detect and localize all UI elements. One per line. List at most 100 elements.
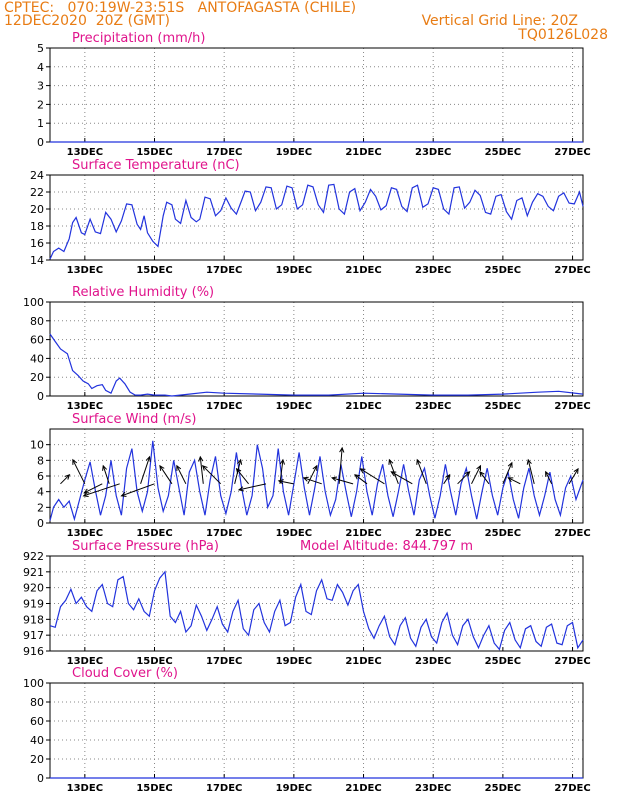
- panel-2-title: Surface Temperature (nC): [72, 158, 240, 173]
- panel-5-xtick-label-4: 21DEC: [345, 656, 381, 667]
- panel-3-series-line: [49, 333, 584, 397]
- panel-4-wind-vector-head-3: [102, 464, 108, 471]
- panel-4-wind-vector-20: [354, 474, 368, 485]
- panel-3-xtick-label-7: 27DEC: [554, 401, 590, 412]
- panel-3-title: Relative Humidity (%): [72, 285, 214, 300]
- panel-4-wind-vector-2: [84, 483, 103, 494]
- panel-3-xtick-label-5: 23DEC: [415, 401, 451, 412]
- panel-4-wind-vector-head-2: [83, 488, 90, 494]
- panel-2-xtick-label-1: 15DEC: [136, 265, 172, 276]
- panel-4-ytick-label-1: 2: [37, 501, 44, 514]
- panel-3-ytick-label-2: 40: [30, 352, 44, 365]
- panel-4-wind-vector-17: [303, 477, 322, 485]
- panel-3-xtick-label-3: 19DEC: [276, 401, 312, 412]
- panel-4-wind-vector-head-1: [72, 458, 78, 465]
- panel-6-xtick-label-0: 13DEC: [67, 783, 103, 794]
- panel-5-xtick-label-2: 17DEC: [206, 656, 242, 667]
- panel-4-wind-vector-head-27: [476, 464, 482, 471]
- panel-4-wind-vector-14: [279, 459, 284, 484]
- panel-5-xtick-label-7: 27DEC: [554, 656, 590, 667]
- panel-4-xtick-label-2: 17DEC: [206, 528, 242, 539]
- panel-2-ytick-label-5: 24: [30, 169, 44, 182]
- panel-4-ytick-label-0: 0: [37, 517, 44, 530]
- panel-2-xtick-label-7: 27DEC: [554, 265, 590, 276]
- panel-3-xtick-label-6: 25DEC: [485, 401, 521, 412]
- panel-5-annotation: Model Altitude: 844.797 m: [300, 539, 473, 554]
- panel-4-title: Surface Wind (m/s): [72, 412, 196, 427]
- panel-4-wind-vector-9: [199, 456, 204, 484]
- panel-4-wind-vector-head-14: [279, 458, 285, 465]
- panel-5-ytick-label-5: 921: [23, 566, 44, 579]
- panel-4-xtick-label-7: 27DEC: [554, 528, 590, 539]
- panel-4-wind-vector-31: [527, 459, 535, 484]
- panel-1-xtick-label-3: 19DEC: [276, 147, 312, 158]
- panel-5-ytick-label-2: 918: [23, 613, 44, 626]
- panel-4-wind-vector-head-33: [573, 467, 579, 474]
- panel-5-frame: [49, 555, 584, 652]
- panel-5-ytick-label-4: 920: [23, 582, 44, 595]
- panel-4-wind-vector-head-30: [507, 477, 514, 483]
- panel-4-wind-vector-7: [159, 465, 173, 485]
- panel-5-ytick-label-1: 917: [23, 629, 44, 642]
- panel-4-ytick-label-4: 8: [37, 454, 44, 467]
- panel-3-xtick-label-2: 17DEC: [206, 401, 242, 412]
- panel-6-ytick-label-1: 20: [30, 753, 44, 766]
- panel-3-ytick-label-0: 0: [37, 390, 44, 403]
- panel-4-wind-vector-19: [331, 477, 354, 485]
- panel-3-ytick-label-4: 80: [30, 315, 44, 328]
- panel-4-wind-vector-10: [202, 465, 222, 485]
- panel-4-wind-vector-head-7: [159, 464, 165, 471]
- panel-1-xtick-label-0: 13DEC: [67, 147, 103, 158]
- panel-1-xtick-label-7: 27DEC: [554, 147, 590, 158]
- panel-4-ytick-label-5: 10: [30, 439, 44, 452]
- panel-4-wind-vector-33: [568, 468, 579, 485]
- panel-4-wind-vector-head-17: [302, 476, 309, 482]
- panel-4-wind-vector-24: [416, 459, 427, 485]
- panel-4-xtick-label-5: 23DEC: [415, 528, 451, 539]
- header-date: 12DEC2020 20Z (GMT): [4, 13, 171, 29]
- panel-4-xtick-label-6: 25DEC: [485, 528, 521, 539]
- panel-5-series-line: [49, 570, 584, 651]
- panel-4-wind-vector-30: [508, 477, 521, 485]
- panel-6-ytick-label-5: 100: [23, 677, 44, 690]
- header-grid-line: Vertical Grid Line: 20Z: [421, 13, 578, 29]
- panel-4-wind-vector-head-6: [120, 491, 127, 497]
- panel-4-wind-vector-head-18: [339, 446, 345, 453]
- panel-6-xtick-label-3: 19DEC: [276, 783, 312, 794]
- panel-2-ytick-label-3: 20: [30, 203, 44, 216]
- panel-4-wind-vector-head-20: [354, 474, 361, 480]
- panel-6-xtick-label-7: 27DEC: [554, 783, 590, 794]
- panel-3-xtick-label-0: 13DEC: [67, 401, 103, 412]
- panel-4-xtick-label-0: 13DEC: [67, 528, 103, 539]
- panel-4-wind-vector-head-26: [464, 471, 471, 477]
- panel-4-wind-vector-head-12: [235, 467, 242, 474]
- header-station: CPTEC: 070:19W-23:51S ANTOFAGASTA (CHILE…: [4, 0, 357, 16]
- panel-4-wind-vector-head-23: [390, 471, 397, 477]
- panel-5-xtick-label-0: 13DEC: [67, 656, 103, 667]
- panel-2-xtick-label-3: 19DEC: [276, 265, 312, 276]
- panel-4-wind-vector-3: [102, 465, 110, 484]
- panel-6-ytick-label-0: 0: [37, 772, 44, 785]
- panel-4-wind-vector-1: [72, 459, 86, 485]
- panel-1-frame: [49, 47, 584, 143]
- panel-4-wind-vector-head-19: [330, 476, 338, 482]
- panel-4-wind-vector-6: [121, 483, 155, 497]
- panel-3-ytick-label-1: 20: [30, 371, 44, 384]
- panel-4-wind-vector-21: [360, 468, 385, 485]
- panel-4-wind-vector-4: [83, 483, 120, 497]
- panel-4-frame: [49, 428, 584, 524]
- panel-4-wind-vector-29: [502, 462, 513, 485]
- panel-4-wind-vector-27: [471, 465, 481, 485]
- panel-4-xtick-label-3: 19DEC: [276, 528, 312, 539]
- panel-4-wind-vector-head-28: [479, 470, 485, 477]
- panel-4-wind-vector-head-10: [201, 465, 208, 471]
- panel-5-ytick-label-0: 916: [23, 645, 44, 658]
- panel-4-wind-vector-16: [307, 465, 318, 485]
- panel-6-xtick-label-5: 23DEC: [415, 783, 451, 794]
- panel-4-wind-vector-head-29: [507, 461, 513, 468]
- panel-4-wind-vector-32: [545, 471, 553, 485]
- panel-6-xtick-label-4: 21DEC: [345, 783, 381, 794]
- panel-4-wind-vector-head-21: [359, 468, 366, 474]
- panel-1-xtick-label-1: 15DEC: [136, 147, 172, 158]
- panel-4-wind-vector-23: [391, 471, 413, 485]
